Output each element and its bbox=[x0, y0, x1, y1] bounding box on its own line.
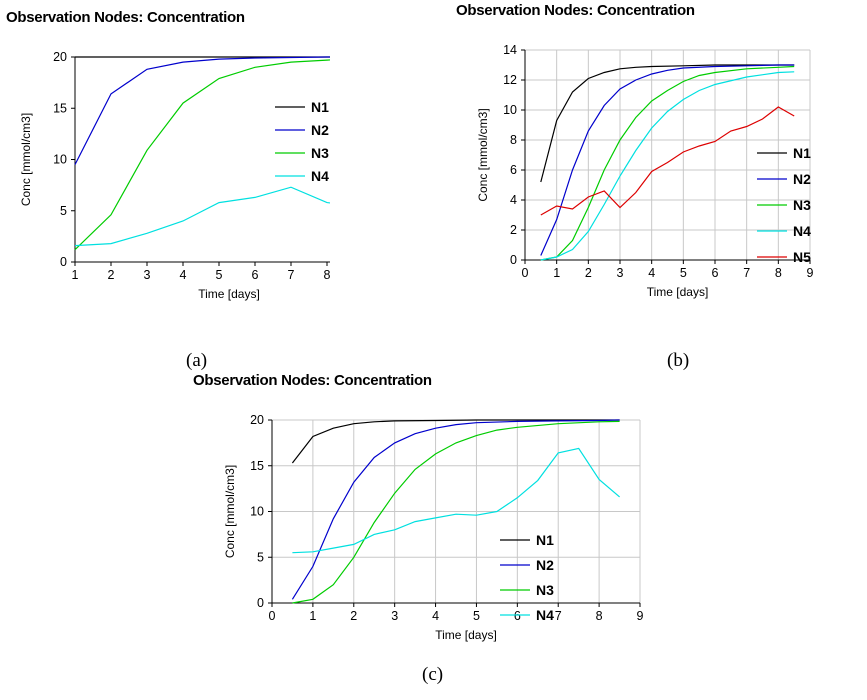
legend-label-n1: N1 bbox=[793, 145, 811, 161]
legend-label-n3: N3 bbox=[311, 145, 329, 161]
y-axis-label: Conc [mmol/cm3] bbox=[223, 465, 237, 558]
series-line-n5 bbox=[540, 106, 795, 216]
x-tick-label: 1 bbox=[72, 268, 79, 282]
y-tick-label: 0 bbox=[510, 253, 517, 267]
y-axis-label: Conc [mmol/cm3] bbox=[19, 113, 33, 206]
x-axis-label: Time [days] bbox=[435, 628, 497, 642]
x-tick-label: 8 bbox=[324, 268, 330, 282]
y-tick-label: 5 bbox=[60, 204, 67, 218]
x-tick-label: 2 bbox=[585, 266, 592, 280]
y-tick-label: 15 bbox=[53, 101, 67, 115]
series-line-n3 bbox=[74, 59, 330, 251]
y-tick-label: 5 bbox=[257, 550, 264, 564]
legend-label-n1: N1 bbox=[536, 532, 554, 548]
series-line-n1 bbox=[540, 64, 795, 183]
y-tick-label: 15 bbox=[250, 459, 264, 473]
series-line-n3 bbox=[292, 420, 620, 604]
line-chart-c: 0 1 2 3 4 5 6 7 8 9 0 5 10 15 20 Time [days] Conc [mmol/… bbox=[223, 413, 644, 642]
x-tick-label: 1 bbox=[553, 266, 560, 280]
x-tick-label: 3 bbox=[144, 268, 151, 282]
series-line-n2 bbox=[74, 56, 330, 165]
legend-label-n5: N5 bbox=[793, 249, 811, 265]
y-tick-label: 10 bbox=[250, 505, 264, 519]
x-tick-label: 0 bbox=[269, 609, 276, 623]
x-tick-label: 5 bbox=[216, 268, 223, 282]
legend-label-n2: N2 bbox=[311, 122, 329, 138]
x-tick-label: 9 bbox=[637, 609, 644, 623]
x-tick-label: 4 bbox=[432, 609, 439, 623]
y-tick-label: 0 bbox=[257, 596, 264, 610]
y-tick-label: 2 bbox=[510, 223, 517, 237]
x-tick-label: 4 bbox=[648, 266, 655, 280]
y-tick-label: 8 bbox=[510, 133, 517, 147]
legend-label-n4: N4 bbox=[311, 168, 329, 184]
series-line-n4 bbox=[74, 186, 330, 247]
x-tick-label: 8 bbox=[596, 609, 603, 623]
x-tick-label: 8 bbox=[775, 266, 782, 280]
x-axis-label: Time [days] bbox=[198, 287, 260, 301]
legend-label-n1: N1 bbox=[311, 99, 329, 115]
chart-title: Observation Nodes: Concentration bbox=[193, 372, 432, 389]
series-line-n4 bbox=[292, 447, 620, 554]
x-tick-label: 2 bbox=[108, 268, 115, 282]
x-tick-label: 3 bbox=[617, 266, 624, 280]
series-line-n2 bbox=[540, 64, 795, 256]
x-tick-label: 7 bbox=[743, 266, 750, 280]
y-tick-label: 20 bbox=[250, 413, 264, 427]
legend-label-n4: N4 bbox=[536, 607, 554, 623]
x-tick-label: 9 bbox=[807, 266, 814, 280]
x-tick-label: 5 bbox=[473, 609, 480, 623]
legend-label-n3: N3 bbox=[793, 197, 811, 213]
y-tick-label: 4 bbox=[510, 193, 517, 207]
y-tick-label: 10 bbox=[53, 153, 67, 167]
y-tick-label: 14 bbox=[503, 43, 517, 57]
y-tick-label: 6 bbox=[510, 163, 517, 177]
x-tick-label: 6 bbox=[252, 268, 259, 282]
y-tick-label: 20 bbox=[53, 50, 67, 64]
x-tick-label: 2 bbox=[350, 609, 357, 623]
y-tick-label: 10 bbox=[503, 103, 517, 117]
series-line-n1 bbox=[291, 419, 620, 464]
x-tick-label: 7 bbox=[288, 268, 295, 282]
x-tick-label: 6 bbox=[712, 266, 719, 280]
x-tick-label: 6 bbox=[514, 609, 521, 623]
y-tick-label: 0 bbox=[60, 255, 67, 269]
legend-label-n2: N2 bbox=[536, 557, 554, 573]
x-tick-label: 7 bbox=[555, 609, 562, 623]
chart-title: Observation Nodes: Concentration bbox=[6, 9, 245, 26]
figure-caption-b: (b) bbox=[667, 350, 690, 371]
figure-caption-a: (a) bbox=[186, 350, 208, 371]
series-line-n4 bbox=[540, 71, 795, 261]
series-line-n3 bbox=[540, 65, 795, 261]
x-tick-label: 5 bbox=[680, 266, 687, 280]
chart-title: Observation Nodes: Concentration bbox=[456, 2, 695, 19]
figure-caption-c: (c) bbox=[422, 664, 444, 685]
x-tick-label: 3 bbox=[391, 609, 398, 623]
legend-label-n4: N4 bbox=[793, 223, 811, 239]
legend-label-n3: N3 bbox=[536, 582, 554, 598]
series-line-n2 bbox=[291, 419, 620, 600]
x-tick-label: 4 bbox=[180, 268, 187, 282]
y-axis-label: Conc [mmol/cm3] bbox=[476, 108, 490, 201]
y-tick-label: 12 bbox=[503, 73, 517, 87]
legend-label-n2: N2 bbox=[793, 171, 811, 187]
x-axis-label: Time [days] bbox=[647, 285, 709, 299]
x-tick-label: 0 bbox=[522, 266, 529, 280]
x-tick-label: 1 bbox=[309, 609, 316, 623]
